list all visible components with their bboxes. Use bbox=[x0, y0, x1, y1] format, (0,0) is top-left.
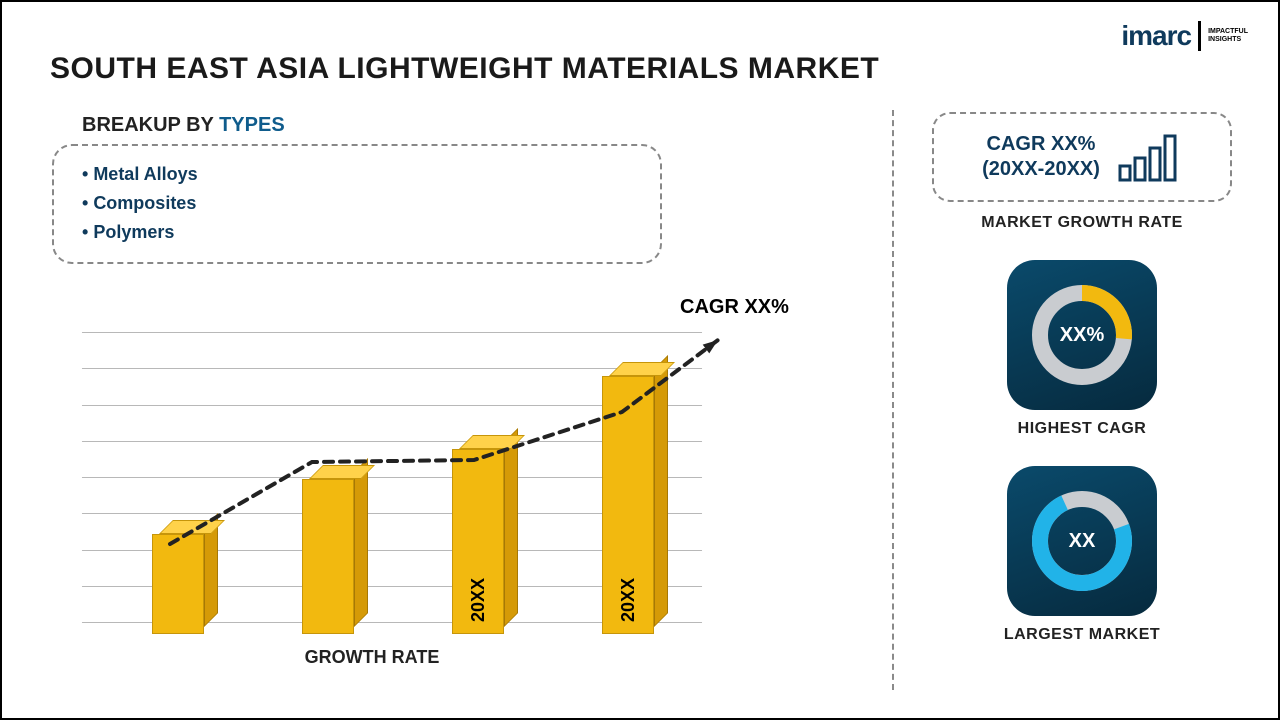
bar bbox=[302, 479, 354, 634]
trend-label: CAGR XX% bbox=[680, 296, 789, 319]
highest-cagr-tile: XX% bbox=[1007, 260, 1157, 410]
page-title: SOUTH EAST ASIA LIGHTWEIGHT MATERIALS MA… bbox=[50, 52, 879, 86]
logo-tag-1: IMPACTFUL bbox=[1208, 28, 1248, 36]
logo-tagline: IMPACTFUL INSIGHTS bbox=[1208, 28, 1248, 43]
tile-value: XX bbox=[1069, 530, 1096, 553]
breakup-pre: BREAKUP BY bbox=[82, 114, 219, 136]
cagr-line1: CAGR XX% bbox=[982, 132, 1100, 157]
sidebar: CAGR XX% (20XX-20XX) MARKET GROWTH RATE … bbox=[922, 112, 1242, 672]
caption-highest-cagr: HIGHEST CAGR bbox=[922, 420, 1242, 438]
bar-label: 20XX bbox=[618, 578, 639, 622]
bar: 20XX bbox=[602, 376, 654, 634]
bar bbox=[152, 534, 204, 634]
logo-tag-2: INSIGHTS bbox=[1208, 36, 1248, 44]
vertical-divider bbox=[892, 110, 894, 690]
type-item: Composites bbox=[82, 189, 632, 218]
cagr-text: CAGR XX% (20XX-20XX) bbox=[982, 132, 1100, 182]
caption-largest-market: LARGEST MARKET bbox=[922, 626, 1242, 644]
type-item: Polymers bbox=[82, 218, 632, 247]
caption-growth-rate: MARKET GROWTH RATE bbox=[922, 214, 1242, 232]
cagr-line2: (20XX-20XX) bbox=[982, 157, 1100, 182]
types-list: Metal Alloys Composites Polymers bbox=[82, 160, 632, 246]
chart-axis-label: GROWTH RATE bbox=[62, 647, 682, 668]
bar-label: 20XX bbox=[468, 578, 489, 622]
tile-value: XX% bbox=[1060, 324, 1104, 347]
logo-word: marc bbox=[1128, 20, 1191, 51]
logo-divider bbox=[1198, 21, 1201, 51]
bar: 20XX bbox=[452, 449, 504, 634]
breakup-heading: BREAKUP BY TYPES bbox=[82, 114, 285, 137]
largest-market-tile: XX bbox=[1007, 466, 1157, 616]
breakup-em: TYPES bbox=[219, 114, 285, 136]
cagr-box: CAGR XX% (20XX-20XX) bbox=[932, 112, 1232, 202]
bar-growth-icon bbox=[1116, 130, 1182, 184]
brand-logo: imarc IMPACTFUL INSIGHTS bbox=[1121, 20, 1248, 52]
growth-chart: 20XX20XX CAGR XX% GROWTH RATE bbox=[62, 322, 802, 662]
types-box: Metal Alloys Composites Polymers bbox=[52, 144, 662, 264]
type-item: Metal Alloys bbox=[82, 160, 632, 189]
